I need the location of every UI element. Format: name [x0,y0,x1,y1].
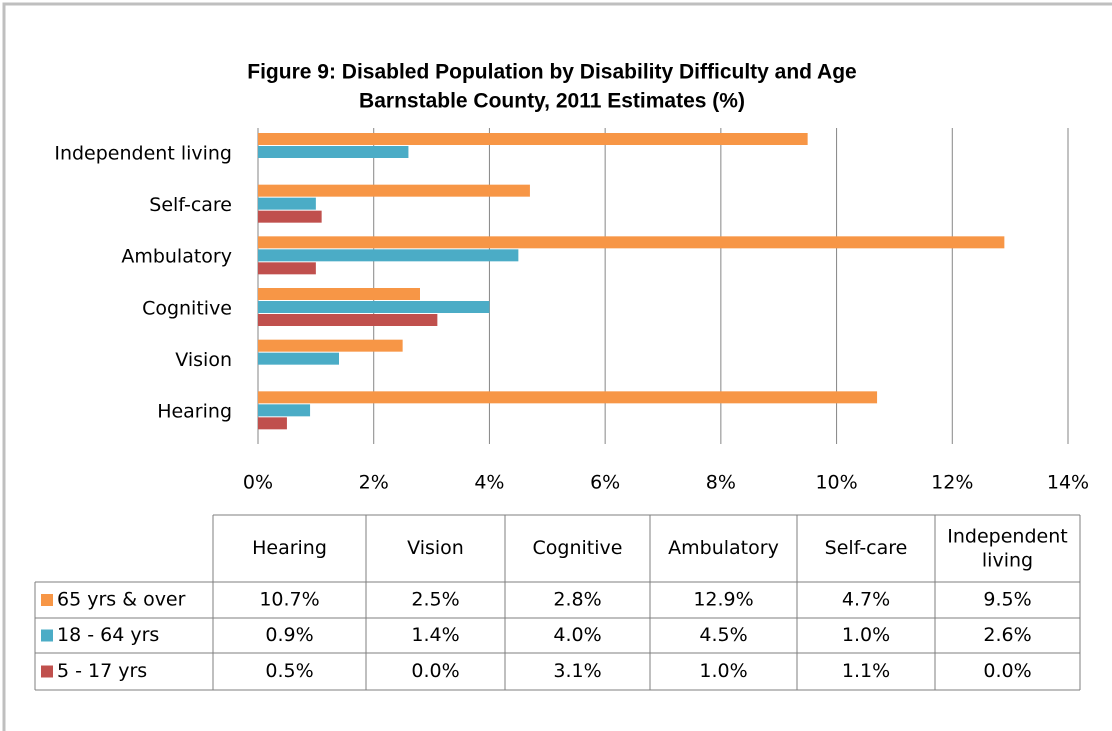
x-tick-label: 12% [931,472,973,494]
table-cell: 2.6% [983,624,1031,646]
bar [258,404,311,417]
bar [258,249,519,262]
y-tick-label: Self-care [149,194,232,216]
legend-swatch [41,594,53,606]
y-tick-label: Ambulatory [121,246,232,268]
x-tick-label: 0% [243,472,273,494]
bar [258,262,316,275]
table-cell: 1.4% [411,624,459,646]
bar [258,184,530,197]
x-tick-label: 10% [815,472,857,494]
legend-swatch [41,629,53,642]
bar [258,301,490,313]
bar [258,133,808,145]
table-header: Self-care [825,537,908,559]
bar [258,146,409,158]
legend-label: 5 - 17 yrs [57,660,147,682]
x-tick-label: 2% [359,472,389,494]
bar [258,417,287,430]
bar [258,236,1005,249]
bar [258,339,403,352]
table-cell: 0.5% [265,660,313,682]
table-cell: 1.1% [842,660,890,682]
table-cell: 0.0% [411,660,459,682]
table-cell: 4.7% [842,589,890,611]
table-cell: 0.0% [983,660,1031,682]
bar [258,197,316,210]
legend-swatch [41,665,53,678]
table-cell: 9.5% [983,589,1031,611]
y-tick-label: Independent living [54,142,232,164]
table-cell: 12.9% [693,589,753,611]
table-cell: 1.0% [842,624,890,646]
table-header: Cognitive [533,537,623,559]
table-cell: 2.8% [553,589,601,611]
table-cell: 3.1% [553,660,601,682]
table-cell: 1.0% [699,660,747,682]
x-tick-label: 14% [1047,472,1089,494]
legend-label: 65 yrs & over [57,589,186,611]
bar [258,210,322,223]
x-tick-label: 6% [590,472,620,494]
x-tick-label: 8% [706,472,736,494]
chart-subtitle: Barnstable County, 2011 Estimates (%) [359,90,745,113]
bar [258,288,420,300]
table-header: Independent living [947,525,1067,571]
x-tick-label: 4% [474,472,504,494]
y-tick-label: Hearing [157,401,232,423]
table-cell: 10.7% [259,589,319,611]
table-cell: 0.9% [265,624,313,646]
chart-title: Figure 9: Disabled Population by Disabil… [247,61,856,84]
table-header: Hearing [252,537,327,559]
table-cell: 4.5% [699,624,747,646]
table-header: Vision [407,537,464,559]
table-cell: 2.5% [411,589,459,611]
table-cell: 4.0% [553,624,601,646]
table-header: Ambulatory [668,537,779,559]
bar [258,314,438,326]
bar [258,391,878,404]
legend-label: 18 - 64 yrs [57,624,159,646]
bar [258,352,339,365]
y-tick-label: Vision [175,349,232,371]
y-tick-label: Cognitive [142,297,232,319]
